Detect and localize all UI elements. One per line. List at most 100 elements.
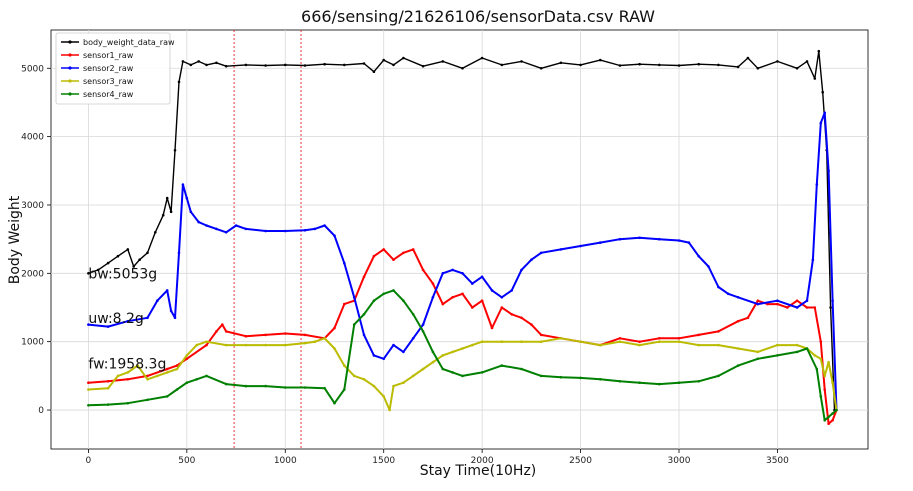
data-point-body_weight_data_raw (181, 60, 185, 63)
data-point-sensor2_raw (431, 296, 435, 299)
data-point-sensor1_raw (786, 306, 789, 309)
data-point-sensor3_raw (717, 343, 720, 347)
data-point-sensor2_raw (215, 227, 218, 231)
data-point-sensor3_raw (165, 371, 169, 374)
x-tick-label: 1500 (372, 456, 395, 466)
data-point-sensor2_raw (726, 292, 730, 296)
data-point-sensor1_raw (284, 332, 287, 335)
legend-marker (68, 40, 72, 44)
weight-annotation: uw:8.2g (88, 311, 143, 327)
data-point-sensor1_raw (221, 323, 224, 326)
data-point-sensor1_raw (819, 340, 823, 344)
x-tick-label: 3500 (766, 456, 789, 466)
data-point-sensor4_raw (520, 367, 523, 371)
data-point-sensor4_raw (819, 395, 823, 398)
data-point-sensor4_raw (480, 371, 484, 374)
data-point-sensor3_raw (421, 367, 425, 371)
data-point-sensor2_raw (372, 354, 376, 357)
data-point-sensor4_raw (224, 382, 228, 386)
data-point-sensor3_raw (823, 374, 826, 378)
data-point-body_weight_data_raw (284, 63, 287, 67)
chart-title: 666/sensing/21626106/sensorData.csv RAW (301, 7, 655, 26)
data-point-body_weight_data_raw (189, 63, 193, 67)
data-point-sensor1_raw (333, 326, 336, 330)
data-point-sensor4_raw (421, 330, 425, 333)
data-point-sensor1_raw (677, 337, 681, 340)
data-point-sensor4_raw (303, 386, 307, 389)
data-point-sensor1_raw (87, 381, 90, 385)
data-point-sensor3_raw (333, 347, 336, 350)
data-point-sensor1_raw (520, 316, 523, 320)
data-point-sensor3_raw (284, 343, 287, 347)
data-point-sensor1_raw (471, 306, 474, 309)
data-point-sensor4_raw (717, 374, 720, 378)
legend-label: sensor2_raw (83, 64, 134, 73)
y-tick-label: 3000 (21, 201, 44, 211)
data-point-sensor4_raw (618, 380, 622, 383)
data-point-body_weight_data_raw (126, 248, 130, 251)
x-axis-label: Stay Time(10Hz) (420, 463, 537, 479)
data-point-body_weight_data_raw (173, 149, 177, 152)
data-point-sensor3_raw (520, 340, 523, 344)
data-point-sensor1_raw (215, 330, 218, 333)
data-point-sensor1_raw (244, 334, 248, 338)
data-point-sensor2_raw (756, 302, 760, 306)
data-point-sensor2_raw (165, 289, 169, 292)
data-point-sensor1_raw (431, 282, 435, 285)
data-point-sensor4_raw (677, 381, 681, 385)
data-point-sensor2_raw (811, 258, 815, 262)
data-point-sensor2_raw (471, 282, 474, 285)
data-point-sensor4_raw (805, 347, 809, 350)
data-point-sensor1_raw (823, 388, 826, 391)
data-point-sensor3_raw (677, 340, 681, 344)
data-point-sensor4_raw (352, 323, 356, 326)
data-point-sensor4_raw (831, 412, 834, 415)
legend-label: body_weight_data_raw (83, 38, 175, 47)
data-point-sensor3_raw (362, 378, 366, 381)
data-point-sensor1_raw (343, 302, 346, 306)
data-point-body_weight_data_raw (539, 67, 543, 70)
data-point-sensor3_raw (599, 343, 602, 347)
data-point-sensor4_raw (333, 401, 336, 405)
data-point-sensor3_raw (313, 340, 317, 344)
data-point-sensor1_raw (451, 296, 454, 299)
data-point-body_weight_data_raw (382, 58, 386, 62)
series-layer (87, 49, 838, 426)
data-point-sensor4_raw (106, 403, 110, 406)
data-point-body_weight_data_raw (116, 254, 120, 258)
data-point-sensor4_raw (697, 380, 700, 383)
data-point-body_weight_data_raw (323, 62, 326, 66)
data-point-sensor4_raw (411, 313, 415, 316)
data-point-body_weight_data_raw (500, 63, 504, 67)
data-point-sensor4_raw (827, 415, 830, 419)
legend: body_weight_data_raw sensor1_raw sensor2_r… (55, 32, 175, 105)
data-point-sensor2_raw (189, 210, 193, 214)
data-point-sensor2_raw (234, 224, 238, 227)
data-point-body_weight_data_raw (169, 210, 173, 214)
data-point-sensor2_raw (185, 196, 189, 200)
data-point-sensor2_raw (313, 227, 317, 231)
data-point-sensor3_raw (264, 343, 267, 347)
legend-label: sensor3_raw (83, 77, 134, 86)
tick-layer: 0 500 1000 1500 2000 2500 3000 3500 0 1000 2000 300… (21, 64, 789, 466)
data-point-sensor4_raw (823, 419, 826, 422)
data-point-sensor3_raw (618, 340, 622, 344)
data-point-sensor2_raw (177, 251, 181, 255)
data-point-body_weight_data_raw (215, 61, 218, 65)
data-point-body_weight_data_raw (205, 63, 208, 67)
data-point-sensor1_raw (618, 337, 622, 340)
data-point-sensor4_raw (539, 374, 543, 378)
data-point-sensor2_raw (284, 229, 287, 233)
data-point-body_weight_data_raw (697, 62, 700, 66)
data-point-sensor4_raw (736, 364, 740, 367)
data-point-sensor1_raw (658, 337, 661, 340)
data-point-sensor4_raw (599, 378, 602, 381)
data-point-sensor1_raw (827, 422, 830, 426)
legend-marker (68, 79, 72, 83)
data-point-sensor2_raw (156, 299, 159, 303)
data-point-body_weight_data_raw (441, 60, 445, 63)
data-point-sensor3_raw (756, 350, 760, 354)
data-point-sensor2_raw (697, 254, 700, 258)
data-point-sensor3_raw (126, 371, 130, 374)
data-point-sensor1_raw (224, 330, 228, 333)
